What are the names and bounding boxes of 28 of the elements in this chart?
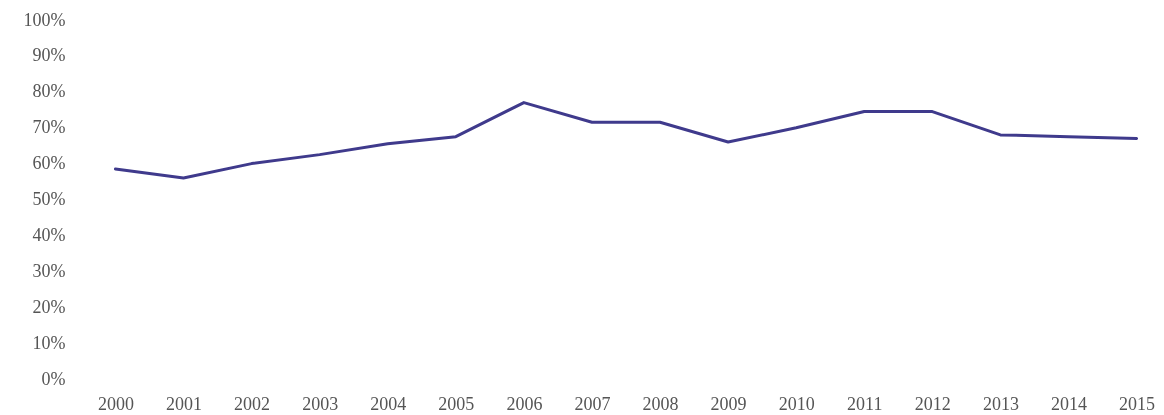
y-tick-label: 50% xyxy=(32,189,66,209)
x-tick-label: 2007 xyxy=(574,393,611,414)
y-tick-label: 40% xyxy=(32,224,66,245)
y-tick-label: 10% xyxy=(32,332,66,353)
y-tick-label: 70% xyxy=(32,117,66,138)
x-tick-label: 2012 xyxy=(914,393,951,414)
x-tick-label: 2002 xyxy=(234,393,271,414)
x-tick-label: 2008 xyxy=(642,393,679,414)
y-tick-label: 30% xyxy=(32,260,66,281)
x-tick-label: 2015 xyxy=(1119,393,1156,414)
x-tick-label: 2011 xyxy=(847,393,883,414)
x-tick-label: 2003 xyxy=(302,393,339,414)
x-tick-label: 2000 xyxy=(97,393,134,414)
x-tick-label: 2013 xyxy=(982,393,1019,414)
y-tick-label: 90% xyxy=(32,45,66,66)
y-tick-label: 100% xyxy=(23,9,66,30)
y-tick-label: 60% xyxy=(32,153,66,174)
line-series xyxy=(113,101,1139,180)
x-tick-label: 2005 xyxy=(438,393,475,414)
x-tick-label: 2001 xyxy=(166,393,202,414)
x-tick-label: 2010 xyxy=(778,393,815,414)
y-tick-label: 20% xyxy=(32,296,66,317)
y-tick-label: 0% xyxy=(41,368,66,389)
x-tick-label: 2006 xyxy=(506,393,543,414)
x-tick-label: 2004 xyxy=(370,393,407,414)
x-tick-label: 2014 xyxy=(1051,393,1087,414)
y-tick-label: 80% xyxy=(32,81,66,102)
x-tick-label: 2009 xyxy=(710,393,747,414)
